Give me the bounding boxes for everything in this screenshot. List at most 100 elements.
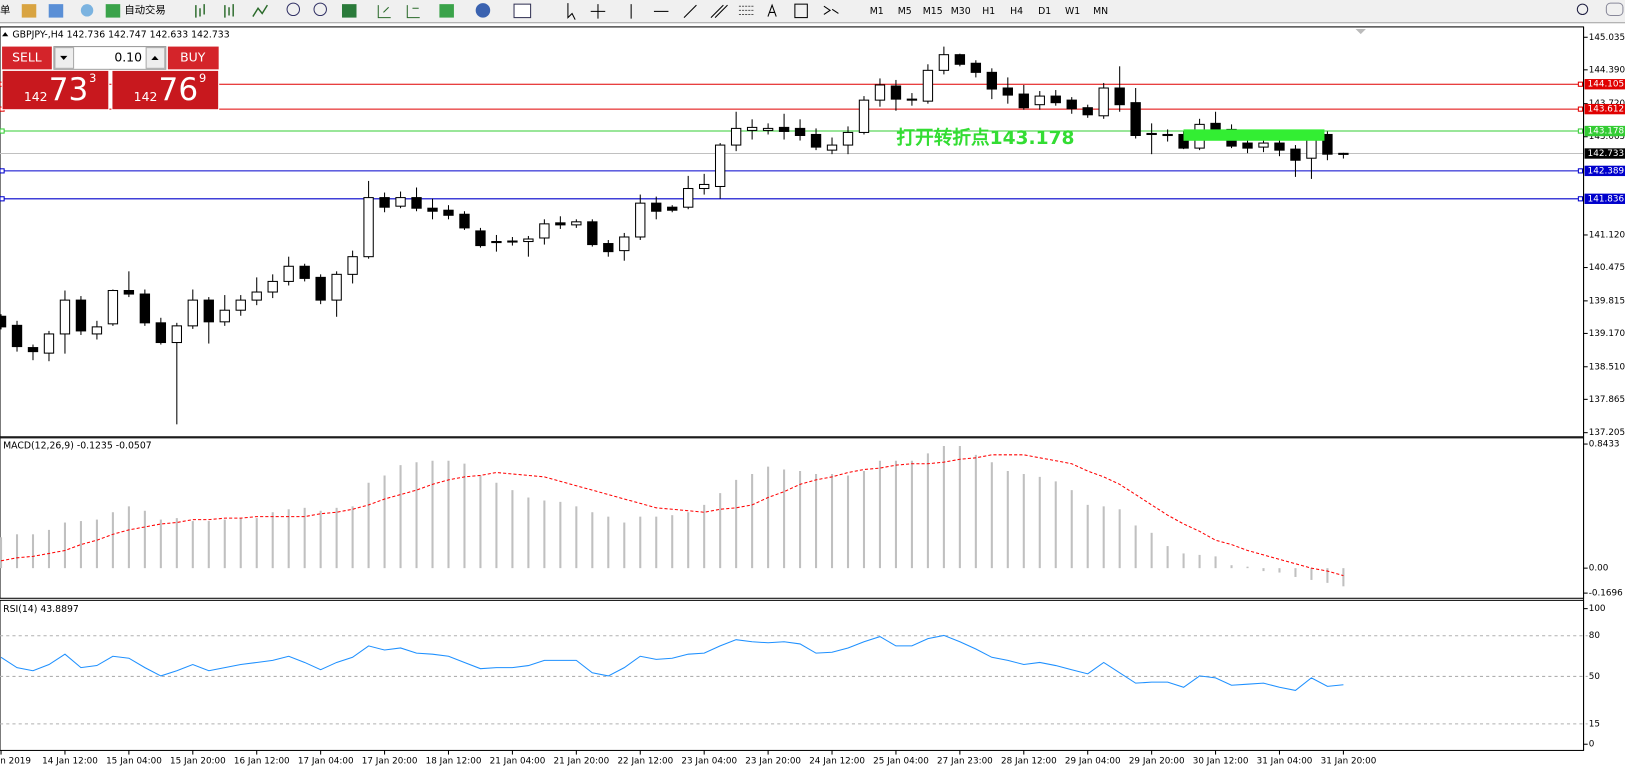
candle-body bbox=[1034, 95, 1045, 106]
sell-price-box[interactable] bbox=[1, 69, 110, 111]
text-tool[interactable] bbox=[767, 3, 777, 17]
search-icon[interactable] bbox=[1576, 3, 1589, 16]
icon[interactable] bbox=[21, 4, 37, 18]
level-anchor bbox=[0, 196, 5, 202]
y-tick-label: 139.815 bbox=[1589, 296, 1625, 306]
candle-body bbox=[347, 256, 358, 275]
candle-body bbox=[475, 230, 486, 247]
x-tick-label: 27 Jan 23:00 bbox=[937, 756, 993, 766]
tile-icon[interactable] bbox=[341, 4, 357, 18]
lot-value[interactable]: 0.10 bbox=[114, 49, 142, 64]
lot-field[interactable] bbox=[53, 46, 167, 70]
cursor-tool[interactable] bbox=[567, 3, 576, 20]
candle-body bbox=[507, 240, 518, 243]
buy-button[interactable] bbox=[167, 46, 219, 70]
y-tick-label: -0.1696 bbox=[1589, 589, 1623, 599]
timeframe-button[interactable]: H4 bbox=[1010, 6, 1023, 17]
icon[interactable] bbox=[224, 4, 234, 18]
x-tick-label: 22 Jan 12:00 bbox=[617, 756, 673, 766]
candle-body bbox=[1162, 133, 1173, 137]
trendline-tool[interactable] bbox=[683, 4, 697, 18]
timeframe-button[interactable]: M1 bbox=[870, 6, 884, 17]
candle-body bbox=[107, 289, 119, 325]
y-tick-label: 140.475 bbox=[1589, 263, 1625, 273]
candle-body bbox=[1338, 152, 1349, 155]
timeframe-button[interactable]: M5 bbox=[898, 6, 912, 17]
icon[interactable] bbox=[406, 5, 420, 19]
main-panel bbox=[0, 26, 1585, 438]
chart-title: GBPJPY-,H4 142.736 142.747 142.633 142.7… bbox=[12, 30, 229, 41]
candle-body bbox=[1018, 93, 1029, 109]
level-anchor bbox=[1577, 81, 1584, 87]
candle-body bbox=[1098, 87, 1109, 117]
period-icon[interactable] bbox=[475, 3, 491, 18]
rsi-title: RSI(14) 43.8897 bbox=[3, 604, 79, 615]
y-tick-label: 138.510 bbox=[1589, 362, 1625, 372]
shift-marker bbox=[1355, 28, 1366, 35]
macd-title: MACD(12,26,9) -0.1235 -0.0507 bbox=[3, 441, 152, 452]
candle-body bbox=[283, 265, 294, 282]
timeframe-buttons: M1 M5 M15 M30 H1 H4 D1 W1 MN bbox=[870, 6, 1108, 17]
crosshair-tool[interactable] bbox=[590, 4, 606, 19]
candle-body bbox=[651, 202, 662, 212]
candle-body bbox=[778, 126, 790, 132]
auto-trade-icon[interactable] bbox=[105, 4, 121, 18]
x-tick-label: 30 Jan 12:00 bbox=[1193, 756, 1249, 766]
channel-tool[interactable] bbox=[710, 4, 728, 18]
candle-body bbox=[219, 309, 230, 323]
arrows-tool[interactable] bbox=[823, 5, 839, 15]
auto-trade-button[interactable]: 自动交易 bbox=[124, 3, 165, 16]
candle-body bbox=[906, 98, 918, 101]
candle-body bbox=[1130, 102, 1141, 137]
x-tick-label: 21 Jan 20:00 bbox=[554, 756, 610, 766]
zoom-in[interactable] bbox=[286, 2, 301, 17]
x-tick-label: 17 Jan 04:00 bbox=[298, 756, 354, 766]
timeframe-button[interactable]: D1 bbox=[1038, 6, 1051, 17]
icon[interactable] bbox=[195, 4, 205, 18]
timeframe-button[interactable]: W1 bbox=[1065, 6, 1080, 17]
sell-button[interactable] bbox=[2, 46, 52, 70]
x-tick-label: 23 Jan 20:00 bbox=[745, 756, 801, 766]
price-fraction: 9 bbox=[199, 71, 206, 85]
collapse-arrow[interactable] bbox=[2, 32, 9, 37]
menu-button[interactable]: 单 bbox=[0, 4, 10, 16]
candle-body bbox=[1290, 148, 1301, 161]
y-tick-label: 0.00 bbox=[1589, 564, 1609, 574]
indicator-icon[interactable] bbox=[439, 4, 454, 18]
candle-body bbox=[683, 187, 694, 208]
rectangle-object bbox=[1183, 129, 1325, 141]
candle-body bbox=[395, 197, 406, 207]
label-tool[interactable] bbox=[794, 3, 808, 19]
x-tick-label: 16 Jan 12:00 bbox=[234, 756, 290, 766]
x-tick-label: 23 Jan 04:00 bbox=[681, 756, 737, 766]
x-tick-label: 18 Jan 12:00 bbox=[426, 756, 482, 766]
candle-body bbox=[91, 326, 103, 335]
candle-body bbox=[603, 243, 614, 253]
candle-body bbox=[1114, 87, 1125, 106]
timeframe-button[interactable]: M15 bbox=[923, 6, 943, 17]
candle-body bbox=[762, 127, 774, 131]
candle-body bbox=[922, 69, 934, 102]
candle-body bbox=[587, 221, 598, 246]
timeframe-button[interactable]: M30 bbox=[951, 6, 971, 17]
sell-label[interactable]: SELL bbox=[12, 49, 42, 64]
icon[interactable] bbox=[48, 4, 64, 18]
chat-icon[interactable] bbox=[1605, 2, 1624, 17]
toolbar-bg bbox=[0, 0, 1625, 23]
fibo-tool[interactable] bbox=[738, 5, 754, 16]
zoom-out[interactable] bbox=[313, 2, 327, 17]
buy-price-box[interactable] bbox=[111, 69, 220, 111]
buy-label[interactable]: BUY bbox=[180, 49, 206, 64]
icon[interactable] bbox=[377, 5, 391, 19]
timeframe-button[interactable]: MN bbox=[1093, 6, 1108, 17]
y-tick-label: 0 bbox=[1589, 740, 1595, 750]
icon[interactable] bbox=[80, 4, 94, 17]
icon[interactable] bbox=[252, 4, 268, 17]
timeframe-button[interactable]: H1 bbox=[982, 6, 995, 17]
candle-body bbox=[810, 133, 822, 148]
template-icon[interactable] bbox=[513, 3, 532, 19]
price-tag-label: 142.733 bbox=[1588, 149, 1624, 159]
price-tag-label: 143.178 bbox=[1588, 127, 1624, 137]
x-tick-label: 29 Jan 20:00 bbox=[1129, 756, 1185, 766]
macd-chart: 0.8433 0.00 -0.1696 bbox=[0, 440, 1623, 599]
